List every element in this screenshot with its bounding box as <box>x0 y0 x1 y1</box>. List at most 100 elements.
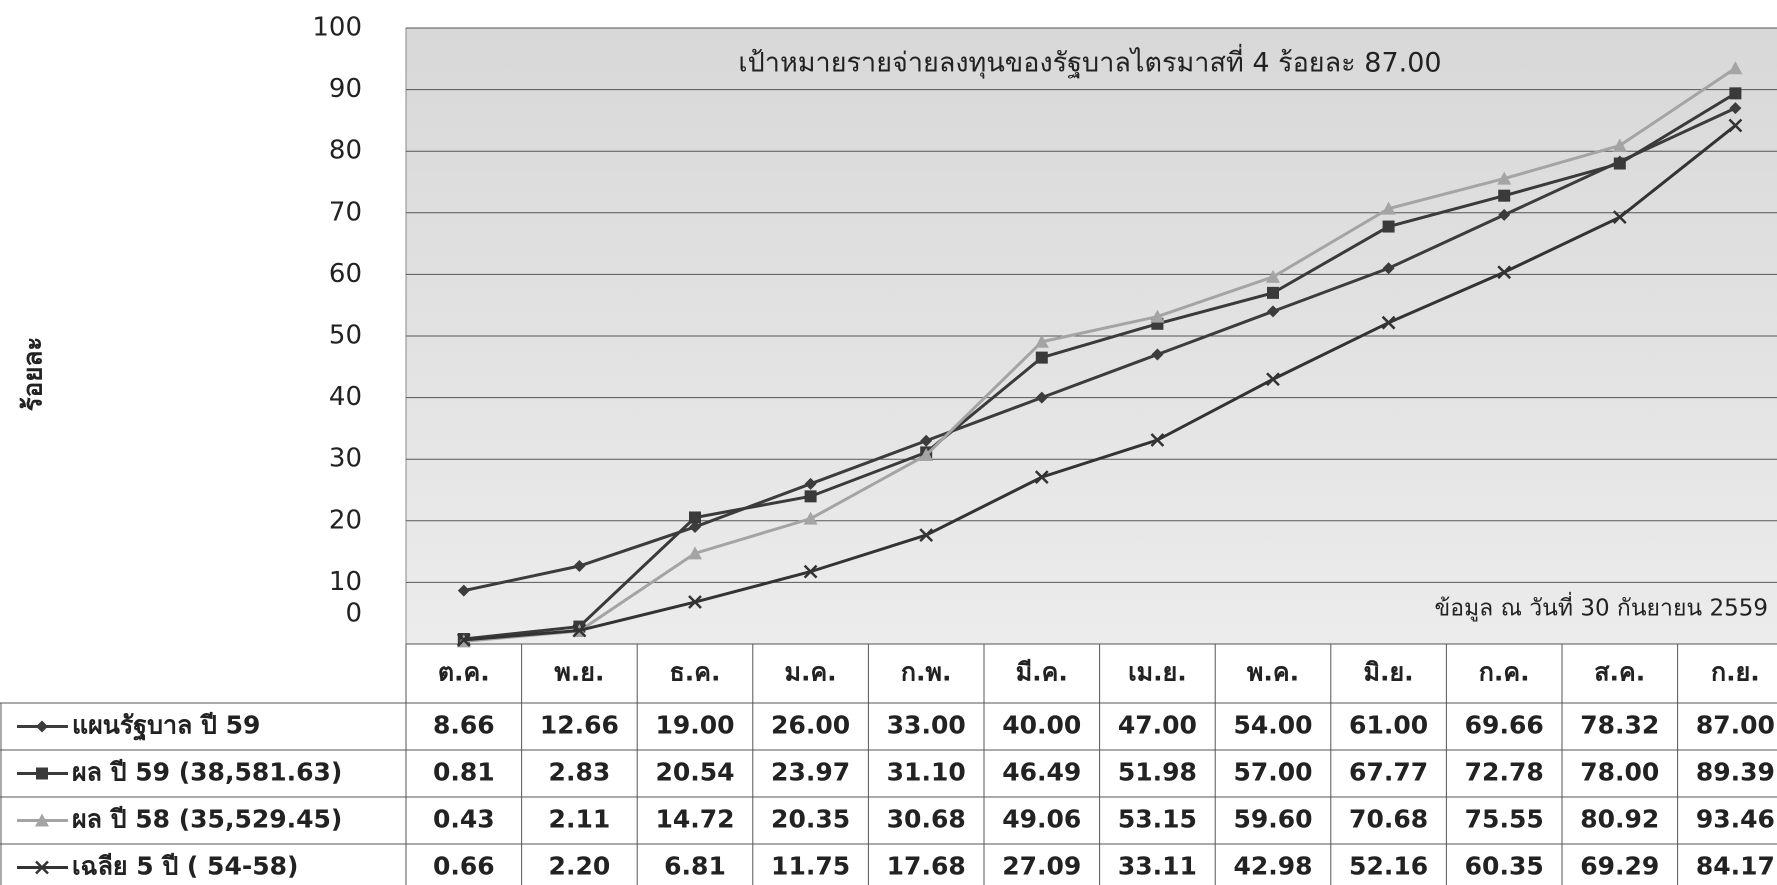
y-tick-label: 0 <box>345 599 362 629</box>
marker <box>1612 138 1627 152</box>
table-value: 6.81 <box>664 852 726 881</box>
table-value: 61.00 <box>1349 711 1428 740</box>
table-value: 78.32 <box>1580 711 1659 740</box>
table-value: 30.68 <box>887 805 966 834</box>
x-tick-label: ธ.ค. <box>670 658 721 687</box>
table-value: 42.98 <box>1233 852 1312 881</box>
legend-label: ผล ปี 59 (38,581.63) <box>72 758 342 787</box>
marker <box>1497 171 1512 185</box>
table-value: 33.00 <box>887 711 966 740</box>
y-tick-label: 40 <box>329 382 362 412</box>
marker <box>804 477 817 490</box>
table-value: 2.20 <box>549 852 611 881</box>
y-tick-label: 50 <box>329 321 362 351</box>
marker <box>689 511 701 524</box>
marker <box>1728 61 1743 75</box>
marker <box>1612 210 1627 225</box>
marker <box>1382 262 1395 275</box>
table-value: 20.35 <box>771 805 850 834</box>
x-tick-label: มิ.ย. <box>1364 658 1414 687</box>
marker <box>36 767 48 780</box>
table-value: 67.77 <box>1349 758 1428 787</box>
table-value: 40.00 <box>1002 711 1081 740</box>
table-value: 20.54 <box>655 758 734 787</box>
marker <box>1151 348 1164 361</box>
marker <box>1381 315 1396 330</box>
table-value: 75.55 <box>1465 805 1544 834</box>
table-value: 47.00 <box>1118 711 1197 740</box>
table-value: 17.68 <box>887 852 966 881</box>
marker <box>1266 372 1280 387</box>
x-tick-label: ส.ค. <box>1594 658 1645 687</box>
legend-label: ผล ปี 58 (35,529.45) <box>72 805 342 834</box>
x-tick-label: ก.ย. <box>1711 658 1760 687</box>
table-value: 46.49 <box>1002 758 1081 787</box>
marker <box>1267 286 1279 299</box>
table-value: 87.00 <box>1696 711 1775 740</box>
table-value: 72.78 <box>1465 758 1544 787</box>
table-value: 11.75 <box>771 852 850 881</box>
table-value: 69.29 <box>1580 852 1659 881</box>
table-value: 80.92 <box>1580 805 1659 834</box>
table-value: 60.35 <box>1465 852 1544 881</box>
marker <box>803 564 818 579</box>
marker <box>1035 391 1048 404</box>
table-value: 53.15 <box>1118 805 1197 834</box>
table-value: 19.00 <box>655 711 734 740</box>
x-tick-label: พ.ค. <box>1247 658 1299 687</box>
table-value: 0.66 <box>433 852 495 881</box>
y-tick-label: 100 <box>312 13 362 43</box>
marker <box>1613 157 1626 170</box>
table-value: 84.17 <box>1696 852 1775 881</box>
table-value: 2.11 <box>549 805 611 834</box>
marker <box>1266 269 1280 283</box>
y-tick-label: 60 <box>329 259 362 289</box>
marker <box>1150 309 1165 323</box>
marker <box>456 633 471 647</box>
legend-label: เฉลีย 5 ปี ( 54-58) <box>72 852 298 881</box>
marker <box>1381 201 1396 215</box>
y-tick-label: 90 <box>329 74 362 104</box>
marker <box>919 448 934 462</box>
series-line <box>463 106 1737 593</box>
marker <box>688 595 702 609</box>
marker <box>457 584 470 597</box>
table-value: 59.60 <box>1233 805 1312 834</box>
marker <box>1150 433 1165 447</box>
y-axis-label: ร้อยละ <box>19 337 49 412</box>
table-value: 12.66 <box>540 711 619 740</box>
data-table: ต.ค. พ.ย. ธ.ค. ม.ค. ก.พ. มี.ค. เม.ย. พ.ค. มิ.ย. ก… <box>0 644 1777 885</box>
marker <box>1034 334 1049 348</box>
table-value: 8.66 <box>433 711 495 740</box>
table-value: 93.46 <box>1696 805 1775 834</box>
x-tick-label: มี.ค. <box>1016 658 1068 687</box>
table-value: 49.06 <box>1002 805 1081 834</box>
table-value: 57.00 <box>1233 758 1312 787</box>
marker <box>920 434 933 447</box>
x-tick-label: เม.ย. <box>1128 658 1187 687</box>
x-tick-label: ม.ค. <box>784 658 836 687</box>
y-tick-label: 20 <box>329 505 362 535</box>
marker <box>35 860 49 875</box>
marker <box>804 490 817 503</box>
legend-label: แผนรัฐบาล ปี 59 <box>72 711 260 742</box>
marker <box>36 720 48 733</box>
y-tick-label: 70 <box>329 197 362 227</box>
x-tick-label: ก.พ. <box>901 658 952 687</box>
y-tick-label: 30 <box>329 444 362 474</box>
table-value: 2.83 <box>549 758 611 787</box>
marker <box>688 546 702 560</box>
table-value: 0.43 <box>433 805 495 834</box>
table-value: 33.11 <box>1118 852 1197 881</box>
marker <box>1728 118 1743 133</box>
marker <box>1034 470 1049 485</box>
table-value: 89.39 <box>1696 758 1775 787</box>
series-line <box>463 67 1737 643</box>
marker <box>1497 265 1512 280</box>
table-value: 23.97 <box>771 758 850 787</box>
marker <box>1729 102 1742 115</box>
table-value: 31.10 <box>887 758 966 787</box>
table-value: 27.09 <box>1002 852 1081 881</box>
